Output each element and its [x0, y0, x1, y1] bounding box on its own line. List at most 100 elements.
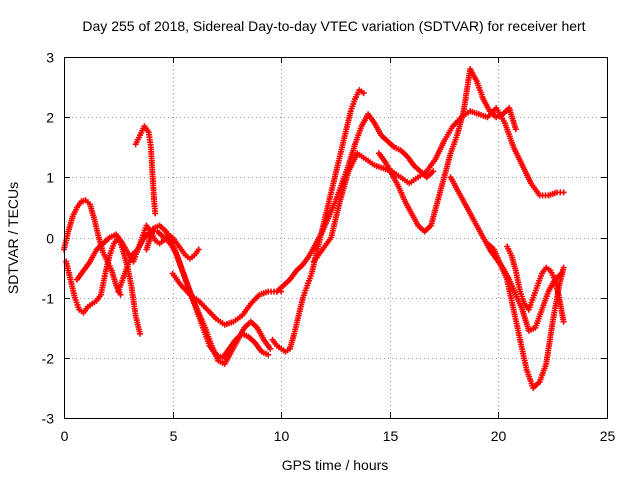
interpolated-markers	[75, 269, 86, 281]
interpolated-markers	[190, 296, 201, 314]
interpolated-markers	[498, 263, 510, 281]
interpolated-markers	[435, 176, 447, 203]
interpolated-markers	[240, 302, 253, 317]
interpolated-markers	[61, 230, 71, 251]
series-line	[271, 89, 365, 353]
interpolated-markers	[98, 272, 108, 296]
interpolated-markers	[247, 335, 257, 345]
interpolated-markers	[197, 299, 209, 311]
interpolated-markers	[95, 293, 103, 302]
interpolated-markers	[502, 122, 516, 149]
interpolated-markers	[405, 155, 416, 167]
interpolated-markers	[262, 338, 272, 350]
x-tick-label: 5	[170, 428, 178, 444]
interpolated-markers	[66, 215, 76, 233]
series-arc-9	[273, 111, 437, 295]
interpolated-markers	[175, 242, 183, 251]
interpolated-markers	[425, 158, 437, 173]
interpolated-markers	[307, 242, 318, 257]
interpolated-markers	[543, 321, 556, 365]
data-point	[267, 345, 274, 352]
interpolated-markers	[143, 230, 153, 239]
interpolated-markers	[133, 315, 143, 335]
interpolated-markers	[478, 111, 489, 120]
interpolated-markers	[352, 125, 364, 145]
interpolated-markers	[474, 224, 486, 239]
interpolated-markers	[335, 146, 345, 166]
interpolated-markers	[235, 326, 247, 341]
series-arc-11	[375, 66, 519, 235]
interpolated-markers	[486, 242, 496, 251]
interpolated-markers	[107, 242, 117, 257]
interpolated-markers	[320, 236, 333, 251]
interpolated-markers	[390, 173, 401, 188]
interpolated-markers	[509, 254, 519, 272]
interpolated-markers	[258, 289, 269, 297]
x-tick-label: 0	[61, 428, 69, 444]
interpolated-markers	[295, 263, 305, 273]
interpolated-markers	[320, 215, 332, 233]
interpolated-markers	[531, 380, 541, 390]
interpolated-markers	[547, 190, 558, 198]
interpolated-markers	[377, 152, 388, 164]
interpolated-markers	[372, 122, 383, 137]
data-point	[152, 210, 159, 217]
interpolated-markers	[504, 278, 517, 311]
interpolated-markers	[275, 284, 285, 294]
y-tick-label: 1	[46, 170, 54, 186]
interpolated-markers	[505, 245, 514, 257]
interpolated-markers	[312, 248, 324, 263]
interpolated-markers	[425, 169, 435, 179]
interpolated-markers	[531, 285, 540, 299]
series-arc-8	[269, 87, 367, 355]
interpolated-markers	[441, 152, 453, 179]
interpolated-markers	[70, 206, 79, 218]
x-tick-label: 20	[491, 428, 507, 444]
interpolated-markers	[179, 248, 188, 257]
interpolated-markers	[481, 98, 492, 113]
interpolated-markers	[433, 140, 447, 161]
interpolated-markers	[101, 251, 110, 263]
interpolated-markers	[268, 288, 277, 295]
interpolated-markers	[423, 224, 433, 233]
data-point	[137, 330, 143, 337]
interpolated-markers	[408, 175, 419, 185]
interpolated-markers	[162, 236, 172, 245]
interpolated-markers	[495, 112, 504, 120]
interpolated-markers	[87, 203, 97, 221]
series-arc-7	[169, 270, 285, 328]
interpolated-markers	[192, 248, 201, 257]
interpolated-markers	[164, 230, 175, 245]
series-arc-10	[310, 105, 567, 265]
interpolated-markers	[520, 164, 533, 185]
data-point	[560, 264, 567, 271]
interpolated-markers	[409, 212, 420, 227]
y-tick-label: 3	[46, 50, 54, 66]
interpolated-markers	[220, 347, 231, 359]
interpolated-markers	[442, 125, 455, 143]
interpolated-markers	[301, 254, 312, 266]
interpolated-markers	[428, 200, 440, 227]
interpolated-markers	[416, 224, 426, 233]
series-arc-12	[447, 174, 565, 334]
interpolated-markers	[513, 293, 525, 311]
interpolated-markers	[468, 68, 479, 83]
interpolated-markers	[108, 232, 117, 240]
series-arc-4	[132, 123, 159, 217]
interpolated-markers	[339, 128, 349, 148]
interpolated-markers	[180, 284, 192, 296]
interpolated-markers	[539, 290, 551, 311]
interpolated-markers	[112, 236, 120, 245]
interpolated-markers	[242, 320, 253, 330]
data-point	[560, 189, 567, 196]
interpolated-markers	[209, 344, 221, 362]
interpolated-markers	[229, 338, 240, 353]
interpolated-markers	[146, 131, 154, 148]
interpolated-markers	[72, 297, 82, 311]
interpolated-markers	[346, 152, 360, 173]
data-point	[560, 318, 567, 325]
interpolated-markers	[379, 133, 389, 143]
data-point	[360, 90, 367, 97]
